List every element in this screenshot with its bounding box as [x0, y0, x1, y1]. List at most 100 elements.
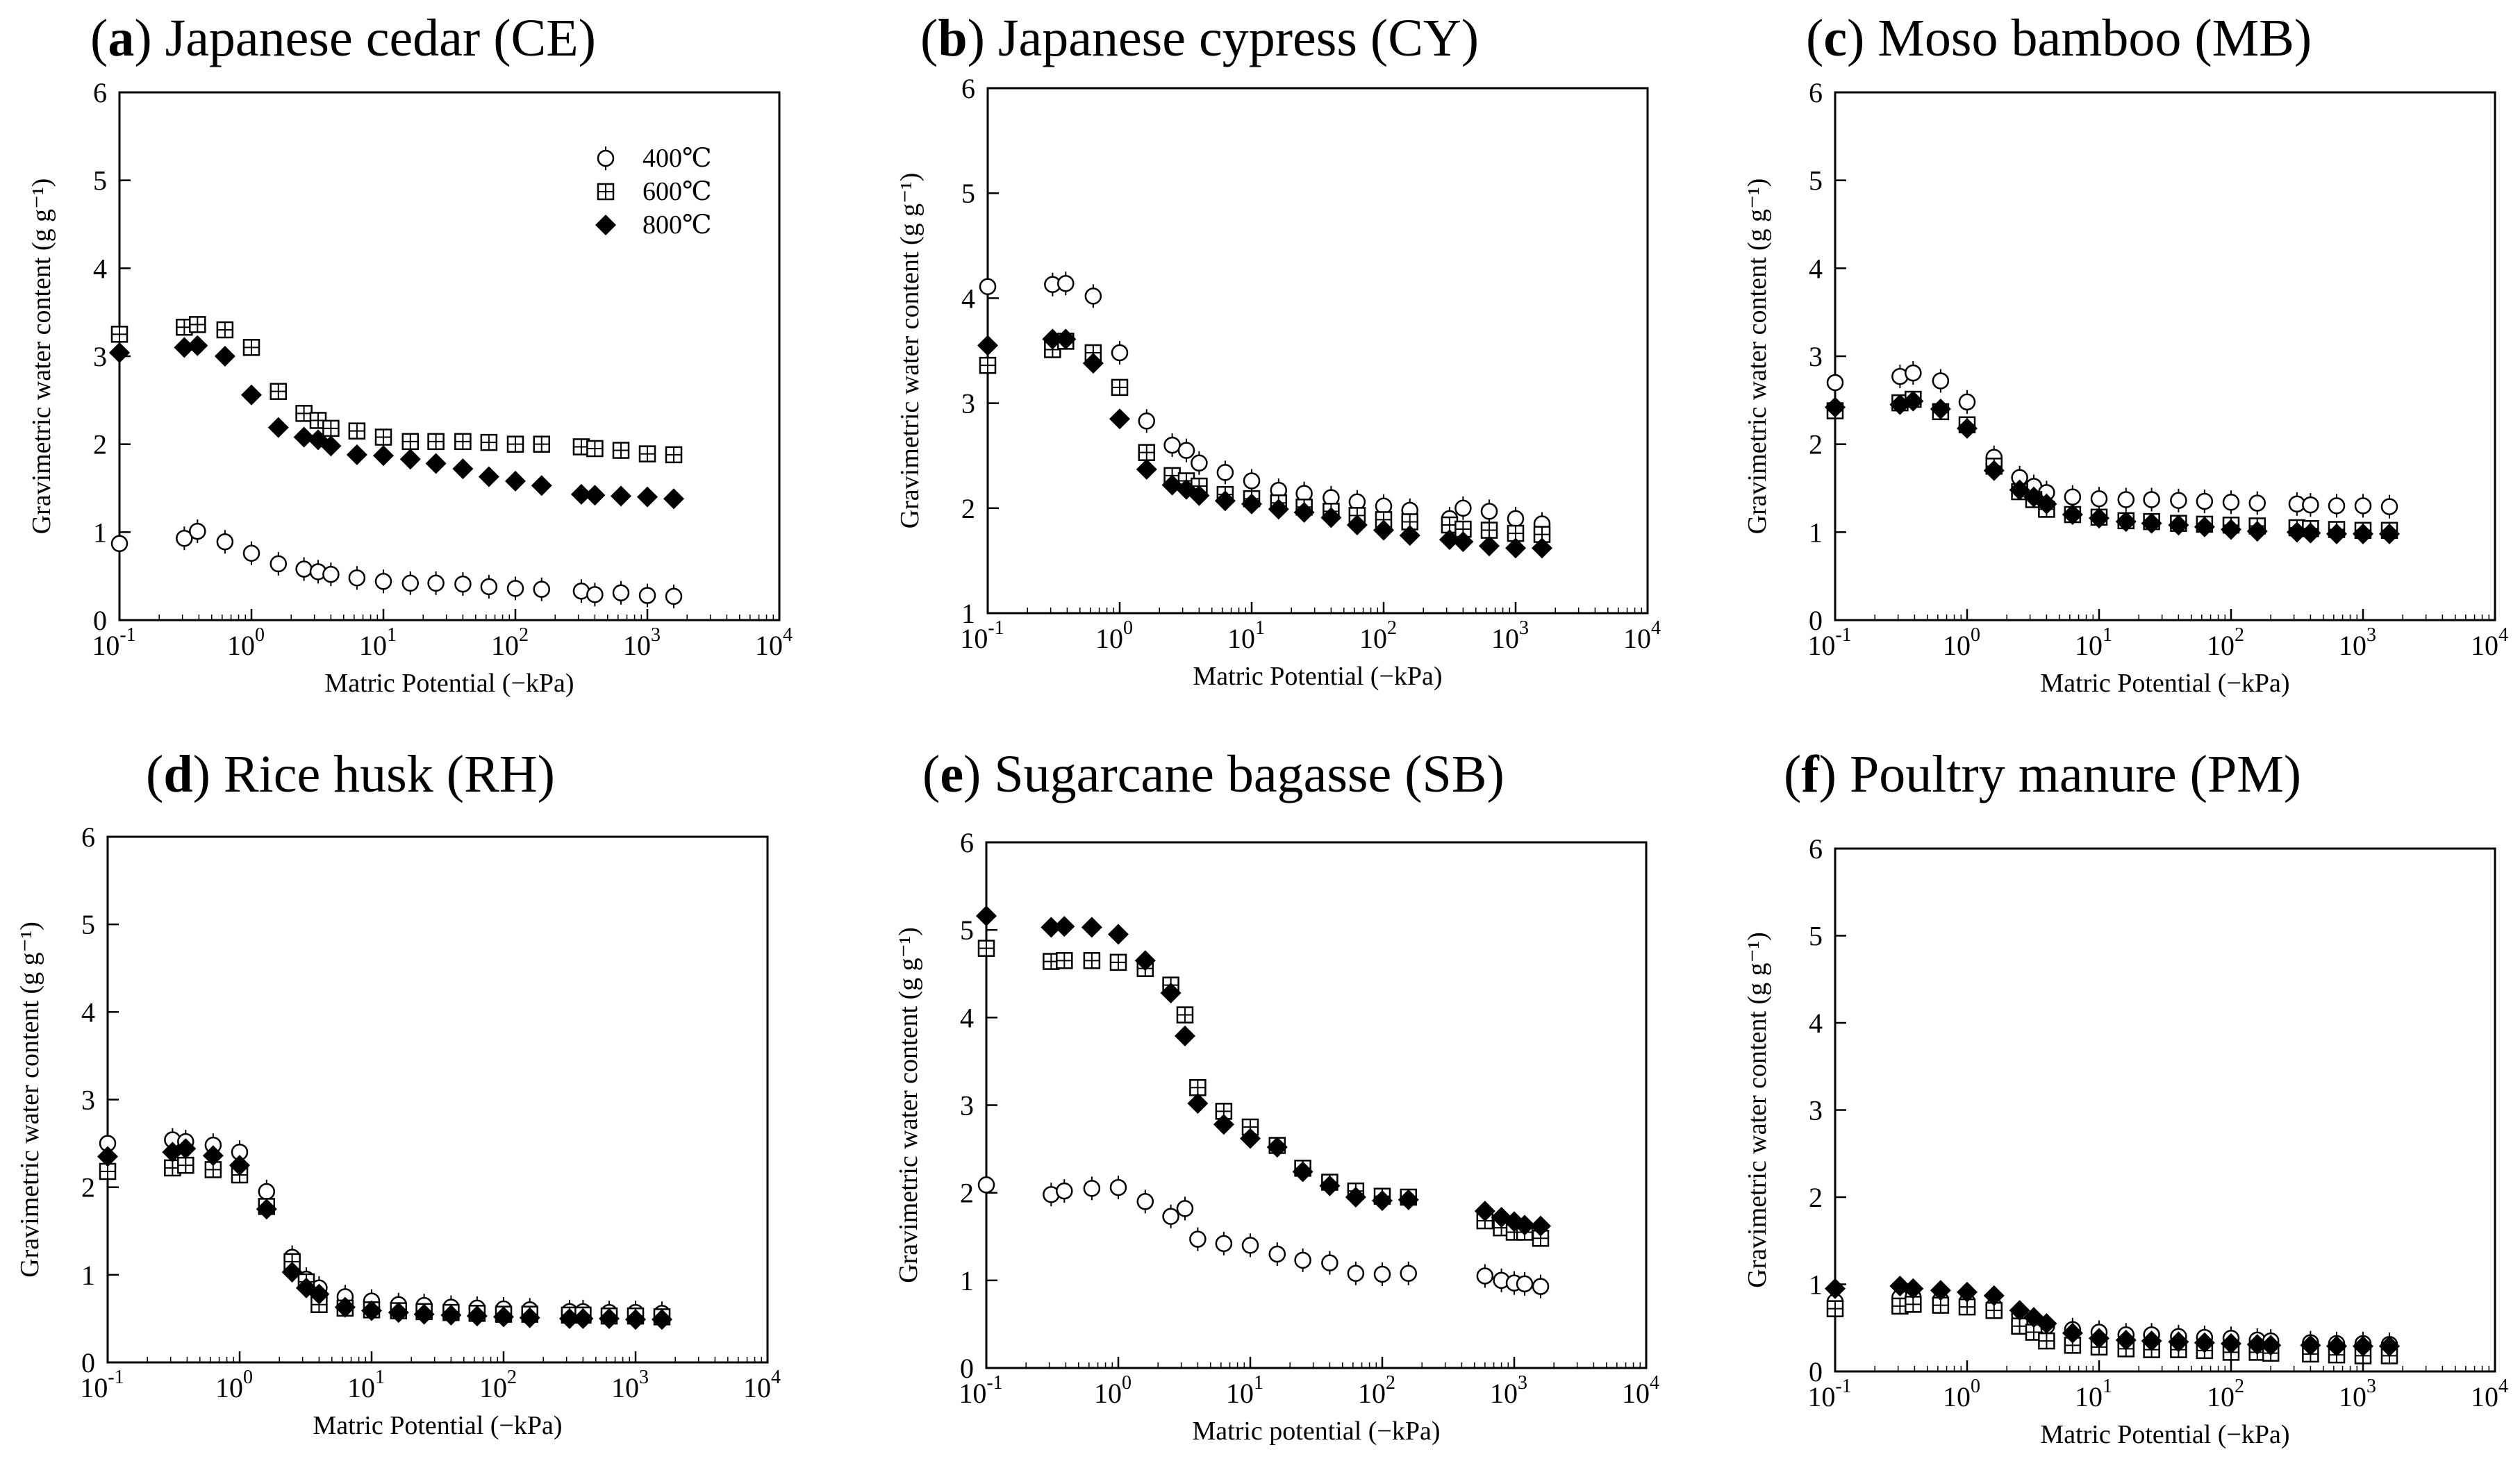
x-tick-label: 101 [359, 624, 397, 661]
data-point-diamond [1825, 1278, 1846, 1299]
x-tick-base: 10 [755, 630, 783, 661]
data-point-diamond [2260, 1335, 2282, 1356]
data-point-circle [2302, 496, 2319, 514]
series-0 [1826, 361, 2398, 519]
panel-letter: c [1823, 9, 1847, 67]
data-point-circle [1109, 1178, 1127, 1196]
series-1 [1826, 390, 2398, 540]
data-point-diamond [1240, 1128, 1261, 1149]
data-point-diamond [346, 444, 367, 465]
x-tick-base: 10 [227, 630, 255, 661]
data-point-circle [1294, 1251, 1311, 1269]
data-point-diamond [1108, 924, 1129, 945]
x-tick-base: 10 [611, 1372, 639, 1403]
data-point-circle [2117, 491, 2135, 508]
x-tick-exponent: 1 [2103, 624, 2112, 646]
data-point-circle [638, 587, 656, 604]
x-tick-label: 101 [1226, 1372, 1263, 1409]
y-tick-label: 6 [961, 73, 975, 104]
x-tick-label: 101 [2075, 624, 2112, 661]
y-tick-label: 0 [1809, 605, 1823, 636]
data-point-diamond [1055, 328, 1077, 350]
x-tick-base: 10 [1227, 623, 1255, 654]
data-point-diamond [202, 1145, 224, 1167]
x-tick-base: 10 [1807, 630, 1835, 661]
panel-title-close-paren: ) [1819, 745, 1850, 803]
x-tick-exponent: -1 [108, 1367, 124, 1388]
data-point-diamond [413, 1303, 435, 1325]
x-tick-label: 103 [623, 624, 661, 661]
data-point-circle [1177, 442, 1195, 459]
panel-title: (f) Poultry manure (PM) [1784, 745, 2301, 803]
data-point-circle [586, 586, 604, 603]
plot-frame [1834, 91, 2496, 621]
series-0 [979, 272, 1551, 536]
panel-title-open-paren: ( [146, 745, 163, 803]
x-tick-exponent: 0 [255, 624, 265, 646]
x-tick-base: 10 [2339, 630, 2366, 661]
y-tick-label: 1 [960, 1265, 974, 1296]
data-point-diamond [1825, 397, 1846, 418]
data-point-diamond [2300, 1335, 2321, 1356]
data-point-diamond [1266, 1137, 1288, 1158]
x-axis-label: Matric Potential (−kPa) [2040, 1420, 2289, 1449]
x-tick-label: 104 [1622, 1372, 1659, 1409]
data-point-circle [1084, 287, 1102, 305]
data-point-diamond [2168, 515, 2189, 536]
data-point-diamond [1188, 485, 1210, 506]
x-tick-base: 10 [2075, 630, 2103, 661]
x-tick-label: 102 [1359, 617, 1397, 654]
y-tick-label: 3 [81, 1085, 95, 1116]
data-point-circle [1373, 1265, 1391, 1283]
data-point-circle [597, 149, 615, 167]
x-tick-exponent: 3 [639, 1367, 649, 1388]
x-tick-base: 10 [1095, 623, 1123, 654]
data-point-diamond [1214, 490, 1236, 512]
x-tick-label: 10-1 [92, 624, 135, 661]
data-point-diamond [2379, 1335, 2401, 1357]
data-point-circle [1163, 436, 1181, 454]
y-tick-label: 4 [960, 1002, 974, 1033]
data-point-diamond [399, 449, 421, 470]
chart-panel-c: (c) Moso bamboo (MB)10-1 100 101 102 103 1040… [1743, 9, 2508, 698]
data-point-circle [2170, 492, 2187, 509]
y-tick-label: 5 [960, 915, 974, 946]
data-point-diamond [493, 1306, 514, 1328]
panel-title: (e) Sugarcane bagasse (SB) [922, 745, 1504, 803]
x-tick-label: 100 [1094, 1372, 1131, 1409]
series-0 [110, 519, 683, 608]
x-tick-base: 10 [1623, 623, 1651, 654]
chart-panel-f: (f) Poultry manure (PM)10-1 100 101 102 103 1… [1743, 745, 2508, 1449]
data-point-circle [1400, 1265, 1417, 1282]
x-tick-label: 102 [2207, 624, 2244, 661]
x-tick-label: 101 [1227, 617, 1265, 654]
data-point-diamond [531, 475, 552, 496]
data-point-diamond [652, 1309, 673, 1330]
x-tick-exponent: 3 [2366, 1376, 2376, 1397]
data-point-diamond [1514, 1215, 1536, 1236]
x-tick-label: 103 [2339, 1376, 2376, 1412]
data-point-diamond [2353, 523, 2373, 544]
data-point-diamond [187, 335, 208, 356]
data-point-circle [1057, 274, 1075, 292]
y-tick-label: 0 [93, 605, 107, 636]
panel-title-text: Sugarcane bagasse (SB) [994, 745, 1504, 803]
y-tick-label: 1 [81, 1260, 95, 1291]
data-point-diamond [1479, 535, 1500, 557]
data-point-diamond [1903, 1278, 1924, 1299]
x-tick-label: 103 [1491, 617, 1529, 654]
data-point-circle [1189, 1230, 1207, 1248]
x-tick-label: 102 [479, 1367, 517, 1403]
x-tick-base: 10 [1943, 630, 1971, 661]
data-point-diamond [558, 1308, 580, 1329]
data-point-diamond [1319, 1175, 1341, 1196]
panel-title-close-paren: ) [193, 745, 224, 803]
data-point-diamond [1505, 537, 1526, 559]
x-tick-base: 10 [2471, 630, 2498, 661]
y-tick-label: 2 [81, 1172, 95, 1203]
x-tick-exponent: 2 [519, 624, 529, 646]
data-point-diamond [570, 483, 592, 505]
data-point-diamond [1957, 1281, 1978, 1303]
data-point-circle [1191, 454, 1208, 472]
y-tick-label: 2 [1809, 429, 1823, 460]
